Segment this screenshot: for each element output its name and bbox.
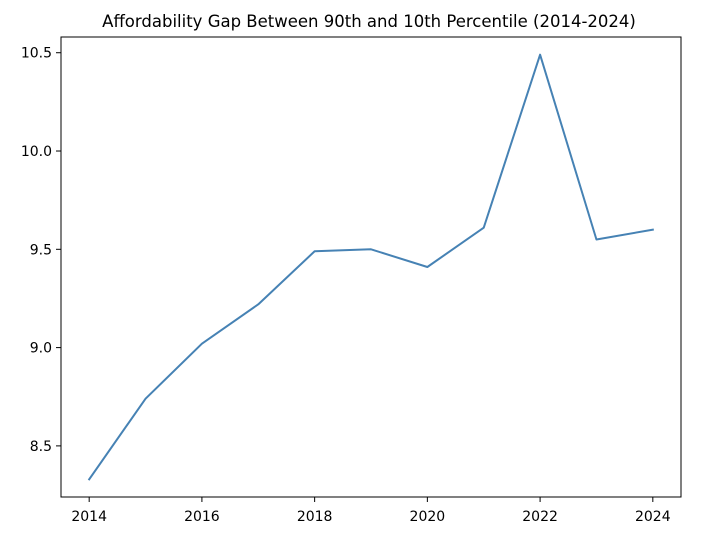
- y-tick-label: 9.5: [30, 242, 52, 258]
- y-tick-label: 8.5: [30, 439, 52, 455]
- x-tick-label: 2022: [522, 509, 558, 525]
- plot-area-frame: [60, 36, 682, 498]
- x-tick-label: 2020: [410, 509, 446, 525]
- y-tick-label: 10.5: [21, 46, 52, 62]
- chart-title: Affordability Gap Between 90th and 10th …: [102, 12, 636, 31]
- y-tick-label: 10.0: [21, 144, 52, 160]
- series-line: [87, 53, 654, 481]
- x-tick-label: 2016: [184, 509, 220, 525]
- y-axis: 8.5 9.0 9.5 10.0 10.5: [21, 46, 61, 455]
- series-layer: [87, 53, 654, 481]
- y-tick-label: 9.0: [30, 341, 52, 357]
- x-tick-label: 2014: [71, 509, 107, 525]
- x-tick-label: 2018: [297, 509, 333, 525]
- x-tick-label: 2024: [635, 509, 671, 525]
- x-axis: 2014 2016 2018 2020 2022 2024: [71, 497, 671, 525]
